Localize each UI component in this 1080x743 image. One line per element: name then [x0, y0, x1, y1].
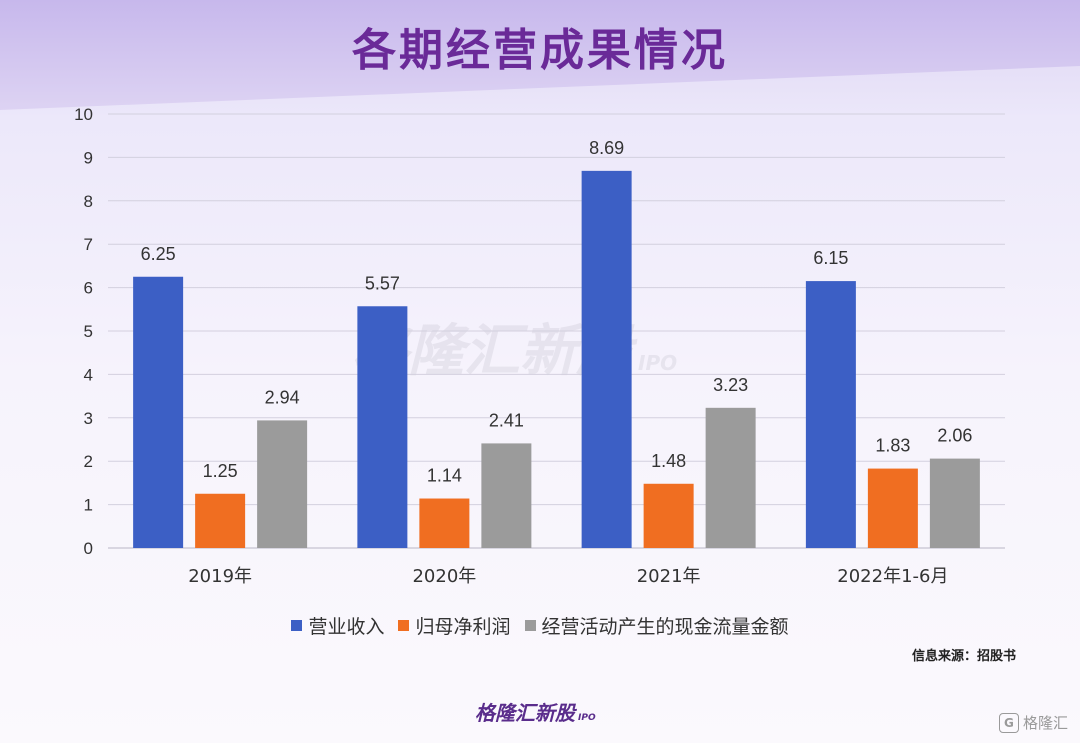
y-tick-label: 0 — [84, 539, 93, 558]
bars — [133, 170, 980, 548]
brand-name: 格隆汇新股 — [475, 701, 575, 725]
bar — [867, 468, 918, 548]
y-tick-label: 7 — [84, 235, 93, 254]
x-tick-label: 2021年 — [637, 566, 701, 587]
y-tick-label: 9 — [84, 148, 93, 167]
bar — [133, 276, 184, 548]
legend-item-revenue: 营业收入 — [291, 612, 384, 639]
legend-label-cashflow: 经营活动产生的现金流量金额 — [541, 616, 789, 638]
brand-suffix: IPO — [578, 713, 596, 723]
y-tick-label: 3 — [84, 409, 93, 428]
data-label: 2.06 — [937, 426, 972, 446]
data-label: 1.48 — [651, 451, 686, 471]
legend-label-profit: 归母净利润 — [415, 616, 511, 638]
data-labels: 6.25 1.25 2.94 5.57 1.14 2.41 8.69 1.48 3.23 6.15… — [141, 138, 973, 486]
x-tick-label: 2022年1-6月 — [837, 566, 948, 587]
legend-label-revenue: 营业收入 — [308, 616, 385, 638]
bar — [195, 493, 246, 548]
corner-logo-text: 格隆汇 — [1022, 714, 1068, 732]
bar — [643, 483, 694, 548]
y-tick-label: 8 — [84, 192, 93, 211]
legend-item-profit: 归母净利润 — [398, 612, 511, 639]
data-label: 8.69 — [589, 138, 624, 158]
y-tick-label: 1 — [84, 496, 93, 515]
bar — [481, 443, 532, 548]
y-tick-label: 6 — [84, 279, 93, 298]
bar — [257, 420, 308, 548]
legend: 营业收入 归母净利润 经营活动产生的现金流量金额 — [0, 612, 1080, 639]
bar-chart: 0 1 2 3 4 5 6 7 8 9 10 6.25 1.25 2.94 5.57 1.14 2.41 8.6… — [74, 105, 1005, 587]
corner-logo: G 格隆汇 — [998, 712, 1068, 733]
y-tick-label: 4 — [84, 365, 93, 384]
brand-logo: 格隆汇新股 IPO — [475, 697, 596, 726]
bar — [705, 407, 756, 548]
page-title: 各期经营成果情况 — [352, 25, 728, 76]
bar — [929, 458, 980, 548]
x-tick-label: 2019年 — [188, 566, 252, 587]
y-axis-ticks: 0 1 2 3 4 5 6 7 8 9 10 — [74, 105, 93, 558]
data-label: 2.94 — [265, 387, 300, 407]
bar — [581, 170, 632, 548]
data-label: 1.83 — [875, 436, 910, 456]
bar — [419, 498, 470, 548]
data-label: 6.25 — [141, 244, 176, 264]
y-tick-label: 5 — [84, 322, 93, 341]
data-label: 6.15 — [813, 248, 848, 268]
bar — [805, 281, 856, 548]
y-tick-label: 10 — [74, 105, 93, 124]
legend-item-cashflow: 经营活动产生的现金流量金额 — [524, 612, 789, 639]
data-label: 1.14 — [427, 466, 462, 486]
data-label: 1.25 — [203, 461, 238, 481]
data-label: 2.41 — [489, 410, 524, 430]
legend-swatch-cashflow — [524, 620, 536, 631]
data-label: 3.23 — [713, 375, 748, 395]
x-axis-ticks: 2019年 2020年 2021年 2022年1-6月 — [188, 566, 948, 587]
y-tick-label: 2 — [84, 452, 93, 471]
bar — [357, 306, 408, 548]
x-tick-label: 2020年 — [412, 566, 476, 587]
source-note: 信息来源：招股书 — [911, 649, 1016, 664]
data-label: 5.57 — [365, 273, 400, 293]
legend-swatch-revenue — [291, 620, 303, 631]
g-logo-icon: G — [998, 712, 1019, 733]
legend-swatch-profit — [398, 620, 410, 631]
